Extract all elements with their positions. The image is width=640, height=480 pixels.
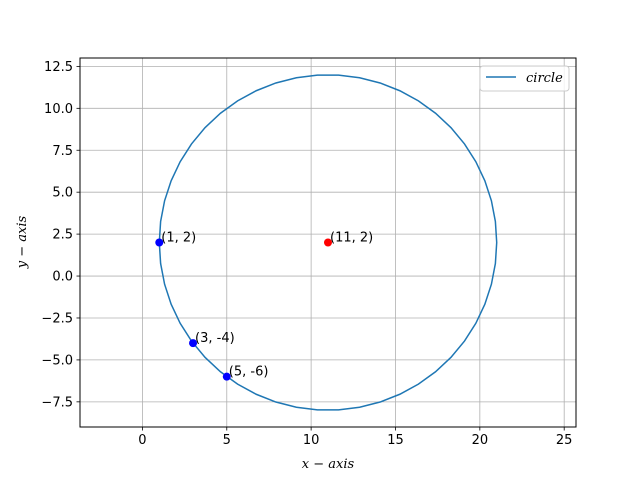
axis-ticks: 0 5 10 15 20 25 −7.5 −5.0 −2.5 0.0 2.5 5.0 7.5 10.0 12… (41, 60, 572, 448)
x-tick-label: 5 (223, 433, 231, 448)
y-tick-label: 10.0 (44, 102, 73, 117)
y-tick-label: 12.5 (44, 60, 73, 75)
data-point (324, 238, 332, 247)
x-tick-label: 25 (556, 433, 573, 448)
y-tick-label: 0.0 (52, 270, 73, 285)
point-label: (11, 2) (330, 231, 373, 246)
y-tick-label: 2.5 (52, 228, 73, 243)
point-label: (3, -4) (195, 331, 235, 346)
x-tick-label: 0 (138, 433, 146, 448)
y-tick-label: 5.0 (52, 186, 73, 201)
legend: circle (479, 65, 570, 92)
point-label: (5, -6) (229, 365, 269, 380)
legend-label-circle: circle (526, 71, 563, 86)
axes-frame (79, 57, 577, 428)
x-tick-label: 15 (387, 433, 404, 448)
y-tick-label: −2.5 (41, 311, 73, 326)
data-point (222, 372, 231, 381)
x-axis-label: x − axis (302, 457, 355, 472)
point-label: (1, 2) (161, 231, 196, 246)
y-tick-label: 7.5 (52, 144, 73, 159)
plot-area: (1, 2) (3, -4) (5, -6) (11, 2) (155, 74, 498, 411)
y-tick-label: −5.0 (41, 353, 73, 368)
data-point (189, 339, 198, 348)
legend-box (479, 65, 570, 92)
x-tick-label: 10 (303, 433, 320, 448)
x-tick-label: 20 (472, 433, 489, 448)
y-axis-label: y − axis (15, 215, 30, 269)
y-tick-label: −7.5 (41, 395, 73, 410)
data-point (155, 238, 164, 247)
